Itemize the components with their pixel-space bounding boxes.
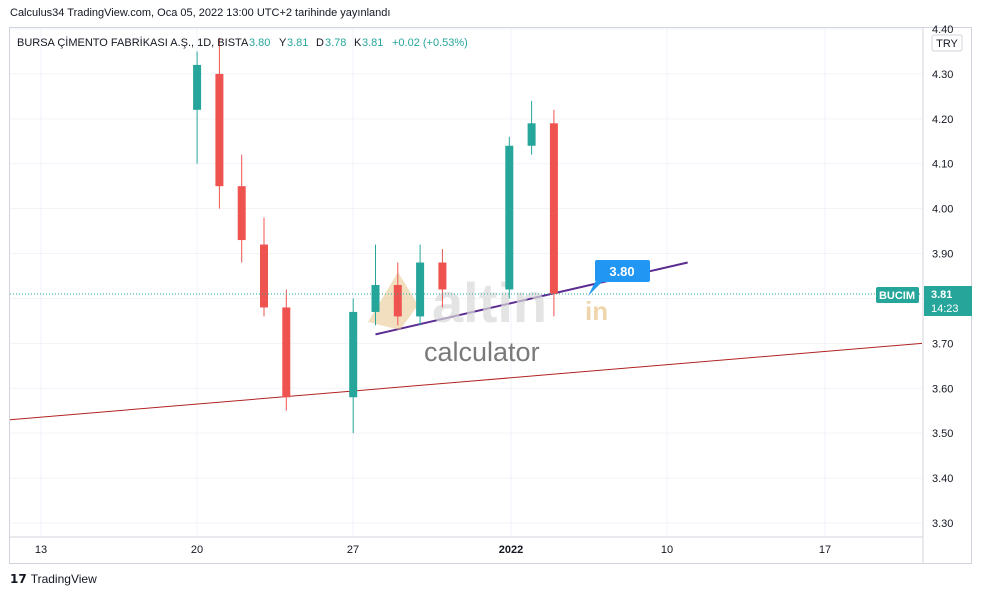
candle-body[interactable] (260, 244, 268, 308)
candle-body[interactable] (349, 311, 358, 398)
annotation-label: 3.80 (609, 264, 634, 279)
x-axis: 13 20 27 2022 10 17 (35, 544, 831, 556)
x-tick-label: 2022 (499, 544, 523, 556)
close-label: K (354, 37, 362, 49)
y-tick-label: 3.50 (932, 428, 953, 440)
close-value: 3.81 (362, 37, 383, 49)
watermark-sub: calculator (424, 337, 540, 367)
open-value: 3.80 (249, 37, 270, 49)
high-value: 3.81 (287, 37, 308, 49)
open-label: A (241, 37, 249, 49)
high-label: Y (279, 37, 287, 49)
x-tick-label: 27 (347, 544, 359, 556)
y-tick-label: 3.60 (932, 383, 953, 395)
candle-body[interactable] (215, 73, 224, 187)
trendline-red[interactable] (9, 342, 923, 421)
y-tick-label: 3.70 (932, 338, 953, 350)
watermark-suffix: in (585, 296, 608, 326)
x-tick-label: 20 (191, 544, 203, 556)
candle-body[interactable] (438, 262, 447, 290)
price-tag-countdown: 14:23 (931, 303, 959, 315)
y-tick-label: 3.90 (932, 249, 953, 261)
y-tick-label: 4.20 (932, 114, 953, 126)
candle-body[interactable] (193, 64, 202, 110)
legend-symbol: BURSA ÇİMENTO FABRİKASI A.Ş., 1D, BIST (17, 36, 242, 49)
y-tick-label: 4.10 (932, 159, 953, 171)
footer-brand: TradingView (30, 572, 97, 586)
y-tick-label: 4.00 (932, 204, 953, 216)
ticker-tag-label: BUCIM (879, 290, 915, 302)
price-tag-value: 3.81 (931, 289, 952, 301)
candle-body[interactable] (393, 284, 402, 317)
low-label: D (316, 37, 324, 49)
candle-body[interactable] (505, 145, 514, 290)
tradingview-logo-icon: 𝟭𝟳 (10, 572, 27, 586)
x-tick-label: 17 (819, 544, 831, 556)
y-tick-label: 3.40 (932, 473, 953, 485)
chart-grid (10, 28, 922, 536)
x-tick-label: 10 (661, 544, 673, 556)
candle-body[interactable] (527, 123, 536, 146)
watermark-logo-icon (368, 272, 418, 330)
x-tick-label: 13 (35, 544, 47, 556)
footer: 𝟭𝟳 TradingView (10, 572, 97, 586)
y-axis: 3.303.403.503.603.703.803.904.004.104.20… (932, 24, 953, 530)
watermark-brand: altin (432, 271, 547, 334)
price-tag (924, 286, 972, 316)
publication-header: Calculus34 TradingView.com, Oca 05, 2022… (10, 7, 391, 19)
currency-badge-label: TRY (936, 38, 958, 50)
candles (193, 37, 558, 434)
currency-badge[interactable] (931, 34, 963, 52)
candle-body[interactable] (549, 123, 558, 294)
candle-body[interactable] (416, 262, 425, 317)
price-annotation[interactable]: 3.80 (588, 260, 650, 296)
change-value: +0.02 (+0.53%) (392, 37, 468, 49)
ticker-tag (876, 287, 919, 303)
y-tick-label: 3.30 (932, 518, 953, 530)
low-value: 3.78 (325, 37, 346, 49)
candle-body[interactable] (237, 186, 246, 241)
y-tick-label: 4.40 (932, 24, 953, 36)
legend-ohlc: A 3.80 Y 3.81 D 3.78 K 3.81 +0.02 (+0.53… (241, 37, 468, 49)
candle-body[interactable] (282, 307, 291, 398)
y-tick-label: 4.30 (932, 69, 953, 81)
watermark: altin in calculator (368, 271, 608, 367)
candle-body[interactable] (371, 284, 380, 312)
